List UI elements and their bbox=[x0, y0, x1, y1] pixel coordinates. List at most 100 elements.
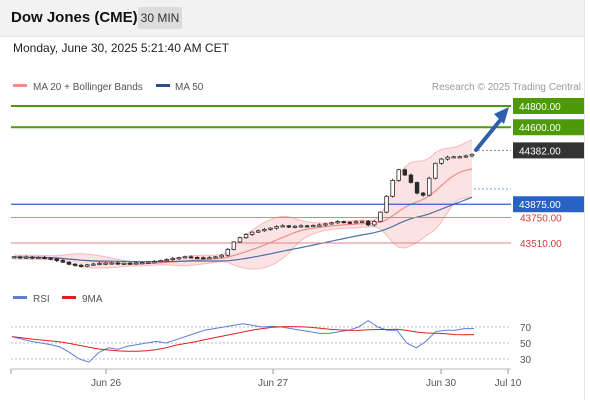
candle bbox=[268, 227, 273, 231]
candle bbox=[280, 224, 285, 228]
price-levels bbox=[11, 105, 511, 244]
candle bbox=[231, 241, 237, 251]
candle-body bbox=[243, 234, 249, 239]
candle-body bbox=[329, 222, 334, 225]
candle bbox=[78, 263, 84, 268]
candle bbox=[359, 220, 365, 223]
candle-body bbox=[231, 241, 237, 250]
candle bbox=[414, 181, 420, 195]
price-level-tags: 44800.00 44600.00 44382.00 43875.00 43750.00… bbox=[513, 98, 584, 250]
candle bbox=[372, 220, 377, 227]
candle bbox=[207, 256, 212, 260]
chart-header: Dow Jones (CME) 30 MIN bbox=[0, 0, 584, 37]
x-tick-label: Jun 26 bbox=[91, 378, 121, 389]
candle bbox=[36, 256, 41, 260]
candle-body bbox=[249, 231, 255, 235]
candle bbox=[91, 262, 96, 266]
candle-body bbox=[463, 155, 469, 158]
candle bbox=[323, 223, 328, 227]
candle bbox=[121, 262, 127, 265]
candle-body bbox=[17, 256, 23, 259]
candle-body bbox=[341, 221, 346, 224]
candle bbox=[341, 220, 346, 224]
candle bbox=[146, 260, 151, 264]
candle-body bbox=[72, 263, 78, 266]
candle-body bbox=[164, 259, 169, 262]
research-credit: Research © 2025 Trading Central bbox=[432, 82, 581, 93]
candle bbox=[353, 220, 359, 224]
candle bbox=[30, 256, 35, 260]
candle-body bbox=[280, 225, 285, 228]
candle bbox=[451, 155, 456, 159]
candle-body bbox=[60, 260, 66, 263]
candle-body bbox=[457, 156, 462, 159]
candle-body bbox=[85, 264, 90, 267]
candle-body bbox=[194, 256, 200, 259]
candle bbox=[329, 221, 334, 225]
candle bbox=[225, 247, 230, 257]
candle-body bbox=[365, 220, 371, 226]
candle-body bbox=[469, 153, 475, 157]
candle bbox=[109, 261, 114, 265]
candle-body bbox=[54, 258, 59, 261]
candle-body bbox=[219, 254, 224, 258]
candle-body bbox=[207, 257, 212, 260]
instrument-title: Dow Jones (CME) bbox=[11, 9, 138, 26]
candle-body bbox=[158, 260, 163, 263]
rsi-level-label: 50 bbox=[520, 339, 532, 350]
candle-body bbox=[140, 262, 145, 265]
candle bbox=[213, 255, 218, 259]
candle-body bbox=[390, 179, 395, 197]
candle-body bbox=[66, 261, 72, 265]
candle bbox=[48, 257, 53, 261]
candle bbox=[42, 255, 47, 260]
candle-body bbox=[121, 262, 127, 265]
candle bbox=[408, 173, 414, 184]
candle-body bbox=[109, 262, 114, 265]
candle-body bbox=[286, 225, 291, 228]
candle bbox=[176, 256, 182, 260]
candle bbox=[390, 178, 395, 198]
candle bbox=[201, 256, 206, 260]
candle bbox=[17, 255, 23, 259]
level-tag bbox=[513, 119, 584, 136]
candle-body bbox=[420, 192, 426, 196]
x-tick-label: Jul 10 bbox=[495, 378, 522, 389]
candle bbox=[97, 261, 102, 266]
candle bbox=[249, 231, 255, 236]
candle-body bbox=[384, 195, 389, 213]
rsi-panel: 70 50 30 bbox=[11, 320, 532, 366]
candle bbox=[420, 191, 426, 197]
ma20-legend-swatch bbox=[13, 84, 27, 87]
candle bbox=[237, 236, 243, 243]
candle bbox=[72, 263, 78, 267]
candle-body bbox=[262, 229, 267, 232]
x-tick-label: Jun 30 bbox=[426, 378, 456, 389]
candle bbox=[60, 259, 66, 263]
candle-body bbox=[311, 225, 316, 228]
ma50-legend-swatch bbox=[156, 84, 170, 87]
candle bbox=[463, 154, 469, 159]
x-axis: Jun 26 Jun 27 Jun 30 Jul 10 bbox=[10, 369, 522, 389]
interval-button[interactable]: 30 MIN bbox=[138, 7, 182, 29]
candle-body bbox=[445, 156, 450, 160]
candle bbox=[335, 220, 340, 224]
x-tick-label: Jun 27 bbox=[258, 378, 288, 389]
candle bbox=[194, 256, 200, 259]
candle bbox=[127, 262, 133, 265]
level-tag bbox=[513, 98, 584, 114]
rsi-ma-legend-swatch bbox=[62, 296, 76, 299]
rsi-line bbox=[11, 320, 474, 363]
candle-body bbox=[298, 225, 304, 228]
candle bbox=[85, 263, 90, 268]
candle-body bbox=[103, 262, 108, 265]
candle-body bbox=[408, 174, 414, 183]
candle bbox=[457, 155, 462, 159]
bollinger-lower bbox=[13, 197, 473, 270]
candle-body bbox=[213, 256, 218, 259]
candle bbox=[262, 227, 267, 232]
candle-body bbox=[378, 211, 383, 222]
candle-body bbox=[24, 256, 29, 259]
candle-body bbox=[133, 262, 139, 265]
